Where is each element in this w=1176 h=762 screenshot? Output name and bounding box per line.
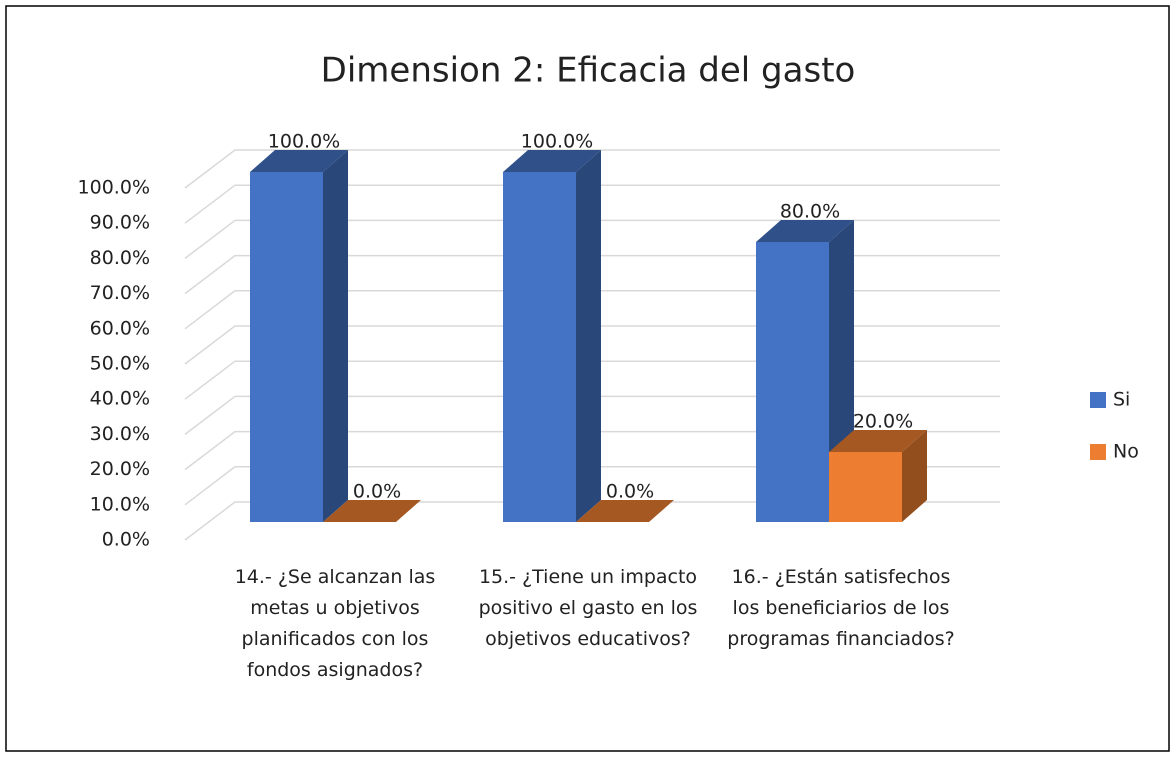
bar — [756, 242, 829, 522]
bar-top — [756, 220, 854, 242]
bar-top — [250, 150, 348, 172]
bar — [250, 172, 323, 522]
grid-line — [184, 254, 1000, 295]
data-label: 100.0% — [521, 131, 593, 153]
grid-line — [184, 290, 1000, 330]
grid-line — [184, 360, 1000, 400]
y-tick-label: 80.0% — [90, 247, 150, 269]
y-tick-label: 0.0% — [102, 529, 150, 551]
grid-line — [184, 395, 1000, 435]
bar-top — [576, 500, 674, 522]
data-label: 80.0% — [780, 201, 840, 223]
bar-side — [902, 430, 927, 522]
bar-top — [323, 500, 421, 522]
x-tick-label-box: 14.- ¿Se alcanzan las metas u objetivos … — [234, 566, 436, 681]
y-tick-label: 30.0% — [90, 423, 150, 445]
x-tick-label: 14.- ¿Se alcanzan las metas u objetivos … — [234, 566, 436, 681]
data-label: 100.0% — [268, 131, 340, 153]
y-tick-label: 10.0% — [90, 493, 150, 515]
y-tick-label: 70.0% — [90, 282, 150, 304]
y-tick-label: 100.0% — [78, 177, 150, 199]
bar-side — [576, 150, 601, 522]
bar — [503, 172, 576, 522]
x-tick-label-box: 16.- ¿Están satisfechos los beneficiario… — [727, 566, 955, 650]
y-tick-label: 40.0% — [90, 388, 150, 410]
grid-line — [184, 325, 1000, 365]
bar — [829, 452, 902, 522]
y-tick-label: 60.0% — [90, 317, 150, 339]
chart-title: Dimension 2: Eficacia del gasto — [321, 51, 856, 91]
y-tick-label: 50.0% — [90, 353, 150, 375]
y-tick-label: 90.0% — [90, 212, 150, 234]
legend-label: Si — [1113, 389, 1130, 411]
bar-top — [503, 150, 601, 172]
grid-line — [184, 501, 1000, 541]
y-tick-label: 20.0% — [90, 458, 150, 480]
data-label: 20.0% — [853, 411, 913, 433]
grid-line — [184, 219, 1000, 259]
grid-line — [184, 430, 1000, 471]
grid-line — [184, 184, 1000, 224]
x-tick-label: 15.- ¿Tiene un impacto positivo el gasto… — [478, 566, 698, 650]
legend-swatch — [1090, 444, 1106, 460]
data-label: 0.0% — [353, 481, 401, 503]
x-tick-label: 16.- ¿Están satisfechos los beneficiario… — [727, 566, 955, 650]
x-tick-label-box: 15.- ¿Tiene un impacto positivo el gasto… — [478, 566, 698, 650]
legend-label: No — [1113, 441, 1139, 463]
grid-line — [184, 466, 1000, 506]
legend-swatch — [1090, 392, 1106, 408]
bar-top — [829, 430, 927, 452]
bar-side — [323, 150, 348, 522]
grid-line — [184, 149, 1000, 189]
data-label: 0.0% — [606, 481, 654, 503]
